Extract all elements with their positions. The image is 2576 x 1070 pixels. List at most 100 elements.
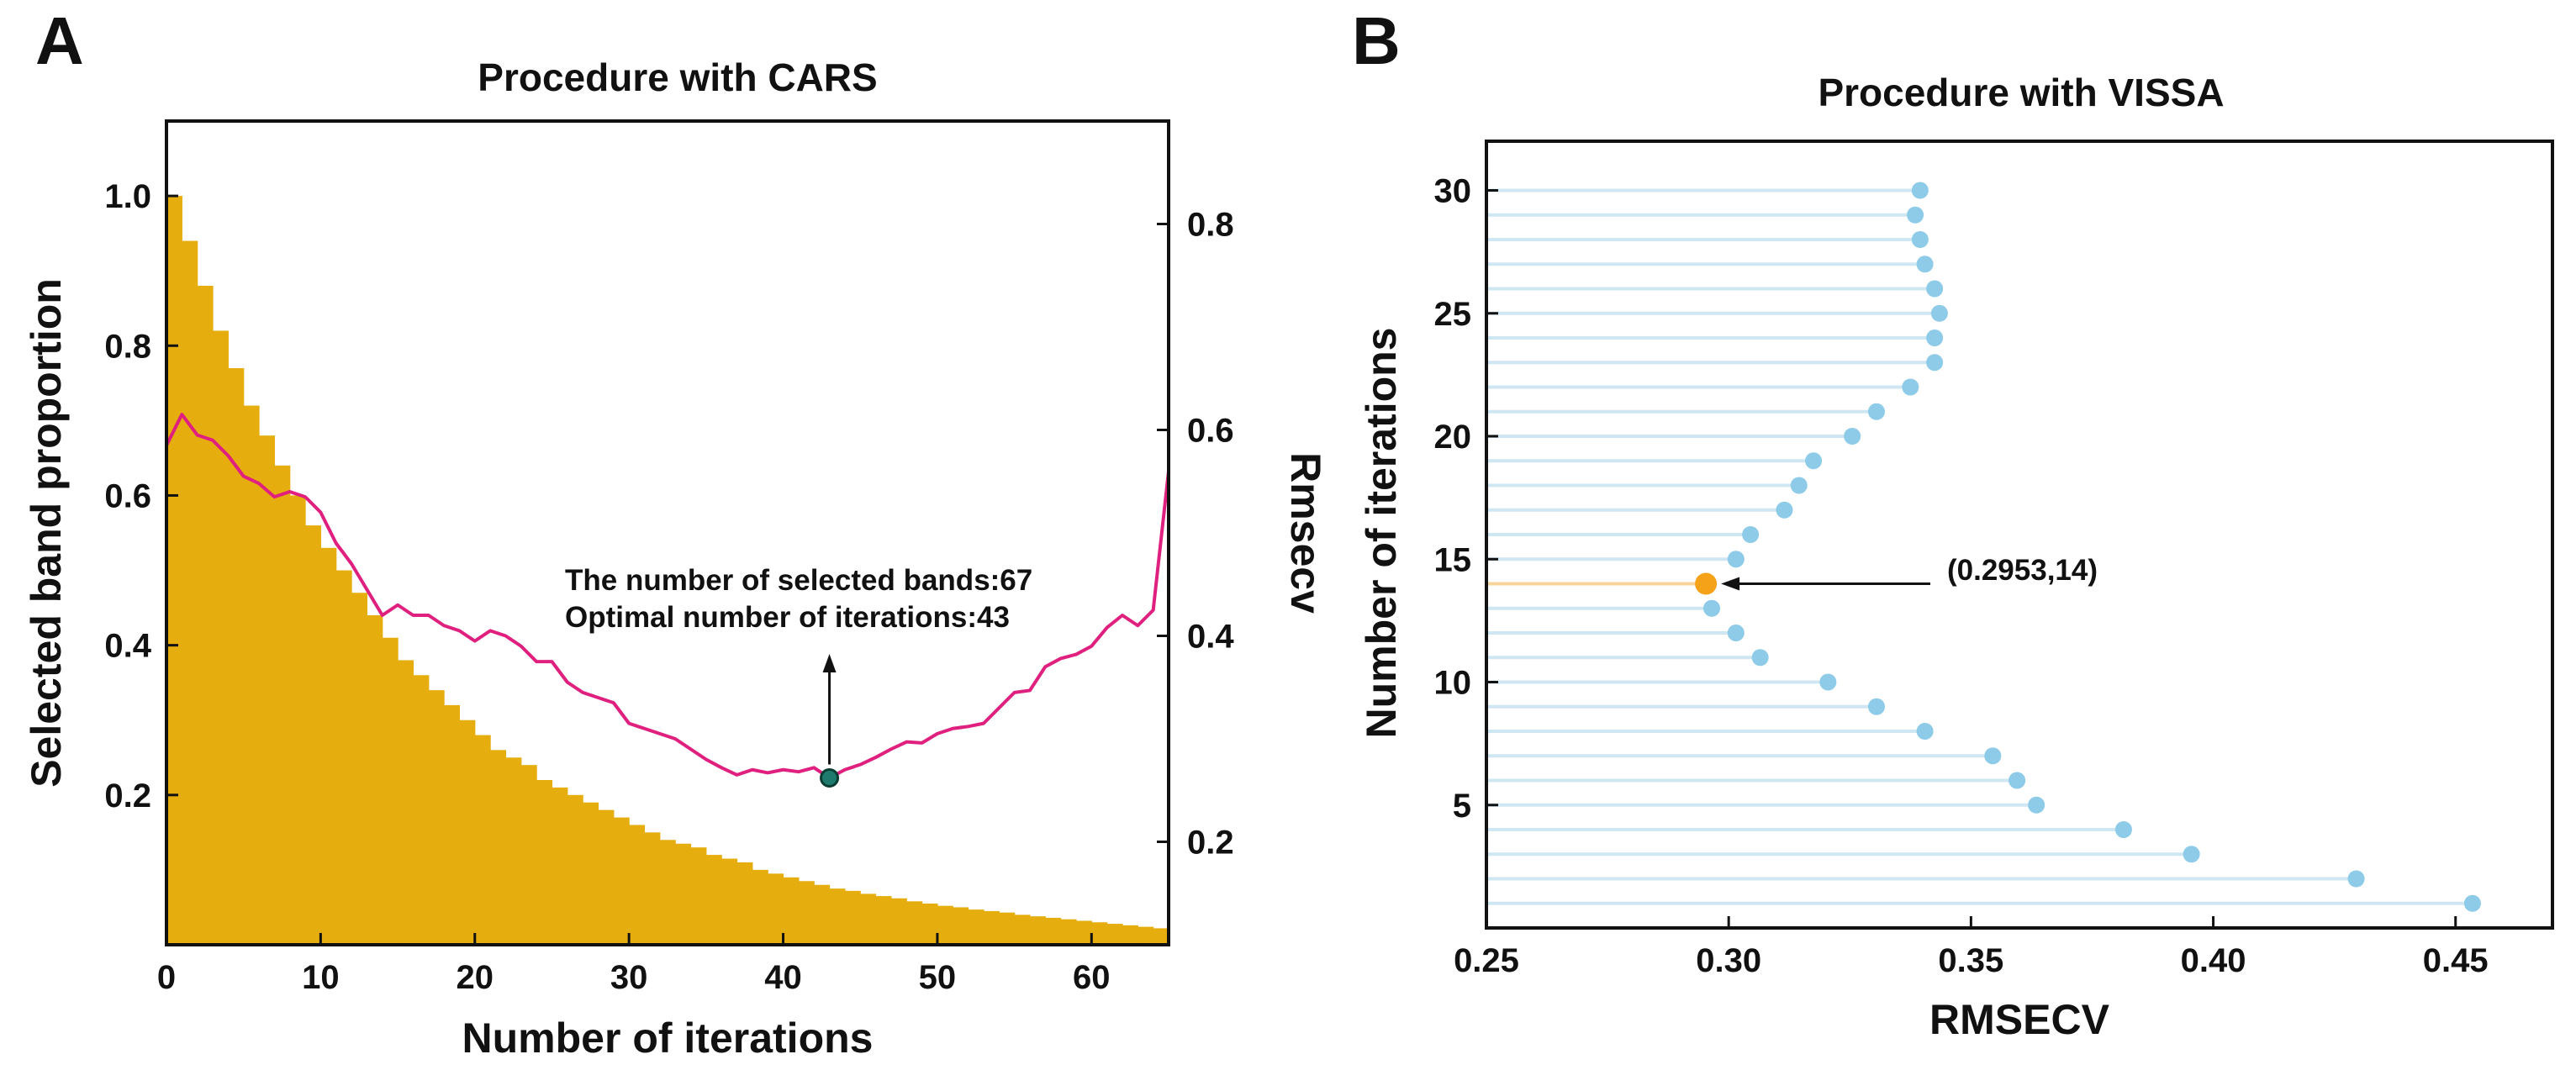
panel-a-label: A xyxy=(35,3,84,78)
bar-31 xyxy=(644,832,661,945)
panel-a-x-ticks: 0 10 20 30 40 50 60 xyxy=(157,933,1111,996)
bar-40 xyxy=(783,877,800,945)
x-tick-label: 40 xyxy=(764,959,802,996)
point-5 xyxy=(2028,796,2045,814)
y-tick-label: 0.2 xyxy=(104,777,151,814)
panel-a-y2-ticks: 0.2 0.4 0.6 0.8 xyxy=(1157,207,1234,862)
bar-25 xyxy=(552,787,568,945)
bar-59 xyxy=(1075,920,1092,945)
y2-tick-label: 0.4 xyxy=(1187,619,1234,656)
point-28 xyxy=(1911,231,1929,248)
point-18 xyxy=(1790,477,1808,494)
bar-29 xyxy=(613,817,630,945)
bar-33 xyxy=(675,843,692,945)
bar-20 xyxy=(474,735,491,945)
bar-4 xyxy=(228,368,245,945)
panel-a-y-axis-label: Selected band proportion xyxy=(23,278,70,788)
y2-tick-label: 0.6 xyxy=(1187,413,1234,450)
bar-38 xyxy=(752,869,768,945)
panel-a-annotation-line-2: Optimal number of iterations:43 xyxy=(565,601,1010,634)
bar-15 xyxy=(398,660,414,945)
bar-16 xyxy=(413,675,430,945)
panel-a-plot-frame xyxy=(165,119,1170,946)
point-25 xyxy=(1930,304,1948,322)
point-3 xyxy=(2183,846,2200,863)
bar-18 xyxy=(444,704,461,945)
bar-53 xyxy=(983,910,1000,945)
point-12 xyxy=(1727,625,1745,641)
bar-64 xyxy=(1153,928,1169,945)
bar-22 xyxy=(505,757,522,945)
bar-14 xyxy=(382,637,399,945)
x-tick-label: 10 xyxy=(302,959,340,996)
panel-a-annotation-line-1: The number of selected bands:67 xyxy=(565,564,1032,597)
panel-b-points xyxy=(1695,182,2481,912)
point-13 xyxy=(1703,599,1721,617)
panel-a-annotation: The number of selected bands:67 Optimal … xyxy=(565,564,1032,765)
bar-47 xyxy=(890,898,907,945)
bar-28 xyxy=(598,809,615,945)
point-2 xyxy=(2347,870,2365,888)
panel-a-optimal-point xyxy=(820,768,840,788)
panel-a-annotation-arrowhead xyxy=(822,654,837,672)
panel-a-title: Procedure with CARS xyxy=(478,55,877,99)
bar-0 xyxy=(166,196,182,946)
point-17 xyxy=(1776,501,1793,519)
y-tick-label: 15 xyxy=(1434,541,1472,578)
point-21 xyxy=(1867,403,1885,420)
point-29 xyxy=(1907,206,1924,224)
bar-26 xyxy=(567,794,583,945)
bar-62 xyxy=(1122,925,1138,945)
panel-b-label: B xyxy=(1352,3,1401,78)
bar-27 xyxy=(583,802,599,945)
panel-b: B Procedure with VISSA (0.2953,14) 0.25 0… xyxy=(1352,3,2554,1043)
bar-57 xyxy=(1045,917,1062,945)
bar-3 xyxy=(213,330,229,945)
x-tick-label: 0 xyxy=(157,959,176,996)
point-16 xyxy=(1742,526,1760,543)
x-tick-label: 0.45 xyxy=(2423,942,2489,979)
bar-48 xyxy=(906,901,923,945)
bar-56 xyxy=(1029,916,1046,945)
point-23 xyxy=(1926,354,1944,372)
bar-1 xyxy=(182,240,198,945)
y2-tick-label: 0.2 xyxy=(1187,825,1234,862)
panel-b-x-ticks: 0.25 0.30 0.35 0.40 0.45 xyxy=(1454,916,2489,979)
x-tick-label: 0.35 xyxy=(1938,942,2003,979)
panel-b-annotation: (0.2953,14) xyxy=(1721,554,2098,591)
bar-35 xyxy=(705,855,722,945)
bar-10 xyxy=(320,547,337,945)
panel-b-y-axis-label: Number of iterations xyxy=(1358,328,1405,739)
point-11 xyxy=(1751,649,1769,667)
panel-b-stems xyxy=(1486,188,2473,905)
bar-43 xyxy=(829,888,846,945)
bar-17 xyxy=(428,690,445,945)
point-27 xyxy=(1916,256,1934,273)
point-26 xyxy=(1926,280,1944,298)
x-tick-label: 20 xyxy=(457,959,494,996)
x-tick-label: 30 xyxy=(610,959,648,996)
bar-21 xyxy=(490,750,507,945)
bar-51 xyxy=(953,907,969,945)
x-tick-label: 0.30 xyxy=(1696,942,1761,979)
panel-b-x-axis-label: RMSECV xyxy=(1929,996,2110,1043)
point-22 xyxy=(1902,378,1919,396)
point-15 xyxy=(1727,551,1745,568)
bar-50 xyxy=(937,905,953,945)
bar-11 xyxy=(335,570,352,945)
y-tick-label: 1.0 xyxy=(104,178,151,215)
bar-36 xyxy=(721,858,738,945)
panel-a-rmsecv-line xyxy=(165,413,1170,780)
bar-8 xyxy=(289,495,306,945)
bar-42 xyxy=(814,884,831,945)
bar-49 xyxy=(921,904,938,945)
panel-a-bars xyxy=(166,196,1169,946)
panel-a: A Procedure with CARS The number of sele… xyxy=(23,3,1329,1062)
panel-a-x-axis-label: Number of iterations xyxy=(462,1015,874,1062)
highlight-point xyxy=(1695,572,1718,595)
point-6 xyxy=(2009,772,2026,789)
panel-b-title: Procedure with VISSA xyxy=(1818,71,2224,114)
bar-46 xyxy=(875,896,892,945)
panel-b-y-ticks: 5 10 15 20 25 30 xyxy=(1434,173,1498,825)
